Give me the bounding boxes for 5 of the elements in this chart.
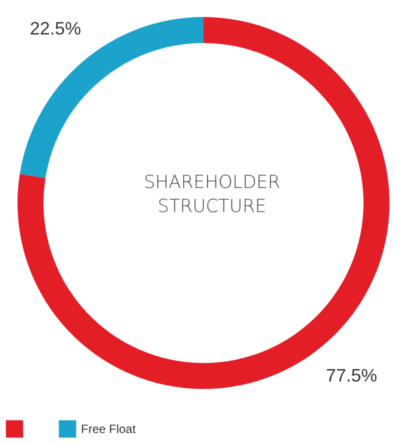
text: SHAREHOLDER STRUCTURE xyxy=(144,172,280,217)
data-label: 22.5% xyxy=(30,18,81,39)
data-label: 77.5% xyxy=(326,365,378,386)
legend-label: Free Float xyxy=(81,422,136,436)
donut-slice xyxy=(18,17,390,389)
